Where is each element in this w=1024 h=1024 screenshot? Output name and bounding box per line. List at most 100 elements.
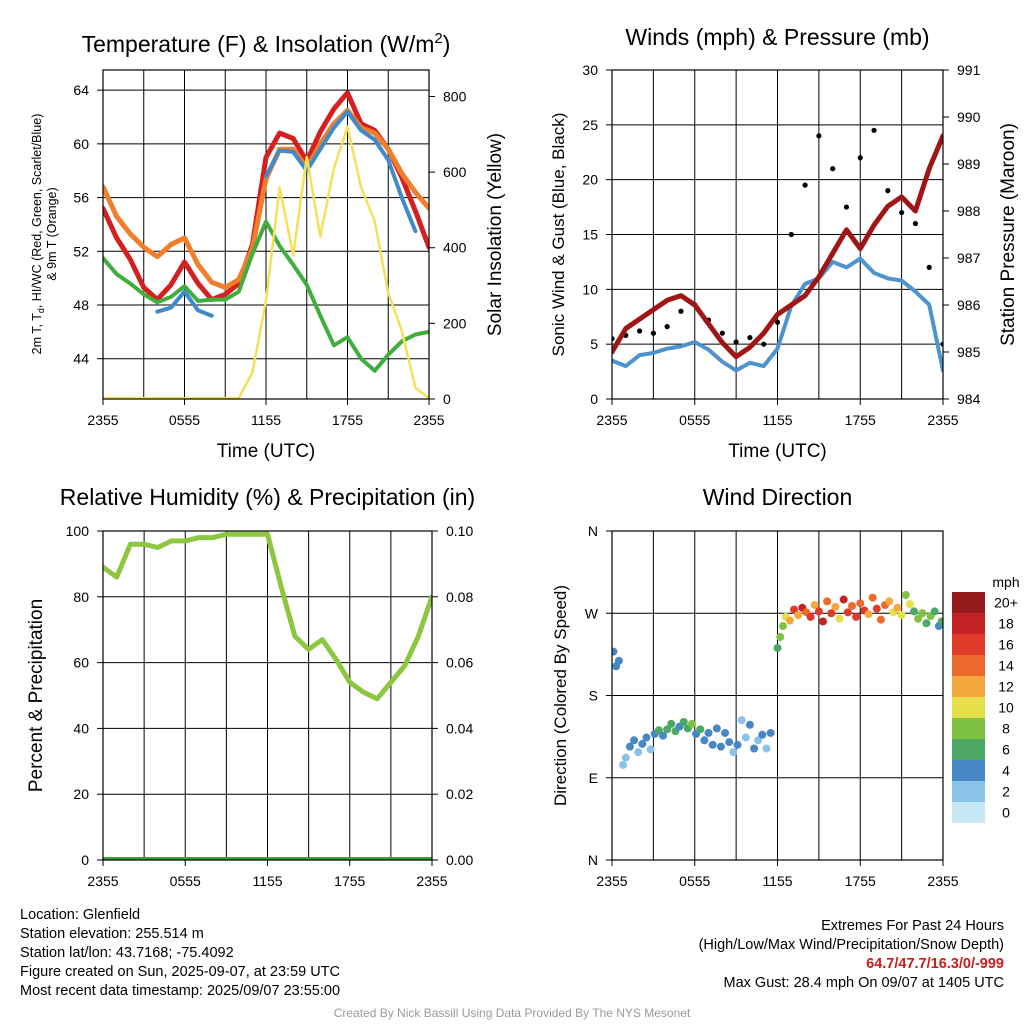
colorbar-label: 6 (1002, 742, 1010, 758)
direction-point (810, 601, 819, 610)
direction-point (930, 607, 939, 616)
direction-point (704, 728, 713, 737)
direction-point (614, 656, 623, 665)
x-tick-label: 1755 (332, 412, 363, 428)
x-tick-label: 0555 (679, 873, 710, 889)
direction-point (876, 615, 885, 624)
y2-tick-label: 0.02 (446, 786, 473, 802)
direction-point (725, 738, 734, 747)
direction-point (663, 725, 672, 734)
y2-tick-label: 0.08 (446, 589, 473, 605)
gust-point (912, 220, 919, 227)
2m-temperature-line (103, 90, 429, 303)
direction-point (901, 590, 910, 599)
gust-point (747, 334, 753, 341)
sonic-wind-line (612, 256, 943, 373)
plot-data (103, 90, 429, 399)
y2-tick-label: 600 (443, 164, 467, 180)
x-tick-label: 2355 (87, 412, 118, 428)
station-elevation: Station elevation: 255.514 m (20, 926, 204, 942)
direction-point (638, 739, 647, 748)
plot-frame (611, 69, 944, 400)
credit-line: Created By Nick Bassill Using Data Provi… (333, 1006, 691, 1020)
direction-point (794, 611, 803, 620)
direction-point (700, 736, 709, 745)
direction-point (741, 733, 750, 742)
direction-point (737, 716, 746, 725)
gust-point (612, 336, 615, 342)
max-gust: Max Gust: 28.4 mph On 09/07 at 1405 UTC (723, 975, 1004, 991)
direction-point (852, 612, 861, 621)
y-tick-label: 5 (590, 336, 598, 352)
colorbar-swatch (952, 655, 985, 676)
direction-point (835, 614, 844, 623)
gust-point (871, 127, 877, 133)
y-tick-label: 56 (73, 190, 89, 206)
y-axis-label: Percent & Precipitation (26, 599, 47, 792)
x-tick-label: 1755 (334, 873, 365, 889)
gust-point (830, 166, 836, 172)
extremes-subtitle: (High/Low/Max Wind/Precipitation/Snow De… (698, 937, 1004, 953)
x-tick-label: 1155 (251, 412, 281, 428)
y-tick-label: 15 (582, 227, 598, 243)
figure-created: Figure created on Sun, 2025-09-07, at 23… (20, 964, 340, 980)
y2-tick-label: 990 (957, 109, 981, 125)
direction-point (745, 720, 754, 729)
x-tick-label: 2355 (87, 873, 118, 889)
direction-point (922, 619, 931, 628)
colorbar-swatch (952, 760, 985, 781)
direction-point (612, 647, 618, 656)
y-axis-label: Direction (Colored By Speed) (551, 585, 570, 806)
station-pressure-line (612, 133, 943, 360)
colorbar-label: 8 (1002, 721, 1010, 737)
data-timestamp: Most recent data timestamp: 2025/09/07 2… (20, 983, 341, 999)
y-tick-label: 0 (81, 852, 89, 868)
humidity-precip-chart: Relative Humidity (%) & Precipitation (i… (26, 484, 475, 889)
solar-insolation-line (103, 125, 429, 399)
plot-data (612, 590, 943, 769)
plot-data (103, 531, 432, 860)
gust-point (761, 341, 767, 347)
direction-point (621, 753, 630, 762)
y-axis-label: Sonic Wind & Gust (Blue, Black) (549, 113, 568, 357)
winds-pressure-chart: Winds (mph) & Pressure (mb) 0 5 10 15 20 25 30 9… (549, 24, 1019, 462)
gust-point (940, 341, 943, 347)
direction-point (766, 728, 775, 737)
y-tick-label: W (585, 605, 599, 621)
plot-frame (102, 69, 430, 400)
y2-axis-label: Solar Insolation (Yellow) (485, 133, 506, 336)
direction-point (856, 599, 865, 608)
direction-point (831, 602, 840, 611)
direction-point (885, 597, 894, 606)
colorbar-swatch (952, 676, 985, 697)
x-tick-label: 0555 (169, 412, 200, 428)
direction-point (905, 600, 914, 609)
direction-point (785, 616, 794, 625)
y2-tick-label: 989 (957, 156, 981, 172)
direction-point (893, 603, 902, 612)
x-tick-label: 1755 (845, 412, 876, 428)
chart-title: Temperature (F) & Insolation (W/m2) (82, 30, 451, 57)
x-axis-label: Time (UTC) (728, 441, 827, 462)
direction-point (864, 610, 873, 619)
x-tick-label: 2355 (596, 412, 627, 428)
direction-point (937, 617, 943, 626)
plot-frame (102, 530, 433, 861)
colorbar-label: 12 (998, 679, 1014, 695)
y-tick-label: 52 (73, 243, 89, 259)
direction-point (779, 622, 788, 631)
direction-point (687, 719, 696, 728)
gust-point (733, 339, 739, 345)
gust-point (678, 308, 684, 314)
y-tick-label: 20 (582, 172, 598, 188)
y2-tick-label: 984 (957, 391, 981, 407)
y-tick-label: 48 (73, 297, 89, 313)
x-tick-label: 0555 (679, 412, 710, 428)
y-tick-label: 100 (66, 523, 90, 539)
y-tick-label: N (588, 852, 598, 868)
colorbar-swatch (952, 634, 985, 655)
colorbar-title: mph (992, 574, 1019, 590)
direction-point (762, 744, 771, 753)
colorbar-label: 20+ (994, 595, 1018, 611)
